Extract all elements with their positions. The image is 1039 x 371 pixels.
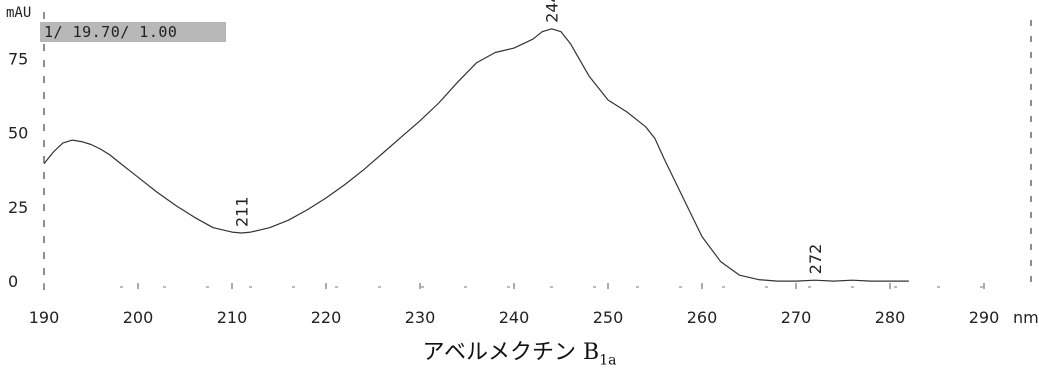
x-tick-label: 210 bbox=[217, 308, 248, 327]
peak-label: 211 bbox=[232, 196, 251, 227]
x-tick-label: 220 bbox=[311, 308, 342, 327]
peak-label: 244 bbox=[543, 0, 562, 23]
x-tick-label: 250 bbox=[593, 308, 624, 327]
compound-name: アベルメクチン B bbox=[422, 340, 600, 365]
x-tick-label: 260 bbox=[687, 308, 718, 327]
run-info-text: 1/ 19.70/ 1.00 bbox=[44, 23, 178, 41]
y-tick-label: 50 bbox=[8, 124, 28, 143]
x-tick-label: 240 bbox=[499, 308, 530, 327]
spectrum-chart: 190 200 210 220 230 240 250 260 270 280 290 0 25 50 75… bbox=[6, 0, 1039, 327]
spectrum-line bbox=[43, 28, 909, 282]
x-tick-label: 200 bbox=[123, 308, 154, 327]
y-tick-label: 25 bbox=[8, 198, 28, 217]
x-axis-unit-label: nm bbox=[1013, 308, 1039, 327]
chart-tick-labels: 190 200 210 220 230 240 250 260 270 280 290 0 25 50 75 bbox=[8, 49, 999, 327]
x-tick-label: 290 bbox=[969, 308, 1000, 327]
x-tick-label: 280 bbox=[875, 308, 906, 327]
compound-caption: アベルメクチン B1a bbox=[0, 334, 1039, 368]
peak-label: 272 bbox=[806, 244, 825, 275]
x-tick-label: 190 bbox=[29, 308, 60, 327]
x-tick-label: 230 bbox=[405, 308, 436, 327]
chart-axes bbox=[43, 12, 1032, 290]
x-tick-label: 270 bbox=[781, 308, 812, 327]
y-tick-label: 75 bbox=[8, 49, 28, 68]
y-tick-label: 0 bbox=[8, 272, 18, 291]
run-info-box: 1/ 19.70/ 1.00 bbox=[40, 22, 226, 42]
y-axis-unit-label: mAU bbox=[6, 5, 31, 21]
compound-subscript: 1a bbox=[599, 352, 617, 369]
chart-peak-labels: 211 244 272 bbox=[232, 0, 824, 274]
chart-series bbox=[43, 28, 909, 282]
